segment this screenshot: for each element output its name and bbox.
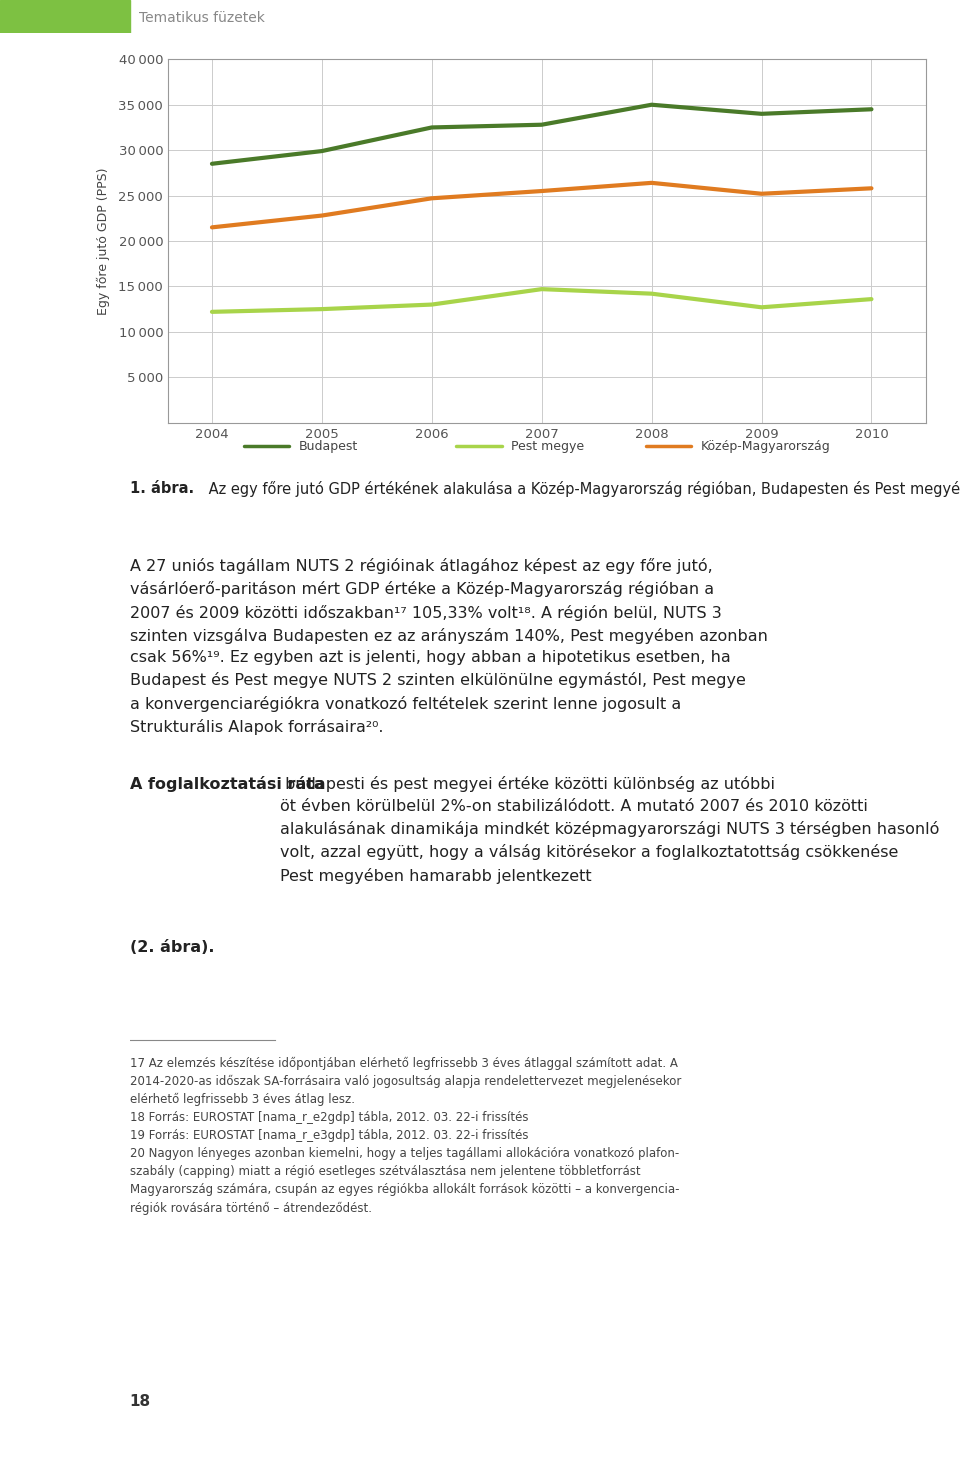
Text: Pest megye: Pest megye [511,440,584,452]
Text: Budapest: Budapest [299,440,358,452]
Közép-Magyarország [866,179,877,197]
Line: Budapest: Budapest [212,105,872,163]
Budapest [536,116,547,133]
Budapest [866,101,877,119]
Line: Pest megye: Pest megye [212,289,872,311]
Text: 18: 18 [130,1394,151,1409]
Text: A foglalkoztatási ráta: A foglalkoztatási ráta [130,777,324,792]
Közép-Magyarország [206,218,218,236]
Közép-Magyarország [756,185,767,203]
Budapest [316,142,327,160]
Pest megye [866,291,877,308]
Bar [0,0,130,33]
Pest megye [206,303,218,320]
Text: Közép-Magyarország: Közép-Magyarország [701,440,830,452]
Közép-Magyarország [536,182,547,200]
Budapest [206,154,218,172]
Text: Az egy főre jutó GDP értékének alakulása a Közép-Magyarország régióban, Budapest: Az egy főre jutó GDP értékének alakulása… [204,480,960,497]
Közép-Magyarország [426,190,438,208]
Pest megye [536,280,547,298]
Text: A 27 uniós tagállam NUTS 2 régióinak átlagához képest az egy főre jutó,
vásárlóe: A 27 uniós tagállam NUTS 2 régióinak átl… [130,558,767,734]
Pest megye [316,300,327,317]
Budapest [646,96,658,114]
Pest megye [756,298,767,316]
Közép-Magyarország [646,174,658,191]
Text: 1. ábra.: 1. ábra. [130,480,194,495]
Budapest [756,105,767,123]
Budapest [426,119,438,136]
Y-axis label: Egy főre jutó GDP (PPS): Egy főre jutó GDP (PPS) [97,168,110,314]
Text: Tematikus füzetek: Tematikus füzetek [139,10,265,25]
Text: budapesti és pest megyei értéke közötti különbség az utóbbi
öt évben körülbelül : budapesti és pest megyei értéke közötti … [280,777,940,884]
Line: Közép-Magyarország: Közép-Magyarország [212,182,872,227]
Text: 17 Az elemzés készítése időpontjában elérhető legfrissebb 3 éves átlaggal számít: 17 Az elemzés készítése időpontjában elé… [130,1057,681,1215]
Pest megye [426,295,438,313]
Pest megye [646,285,658,303]
Közép-Magyarország [316,206,327,224]
Text: (2. ábra).: (2. ábra). [130,940,214,955]
